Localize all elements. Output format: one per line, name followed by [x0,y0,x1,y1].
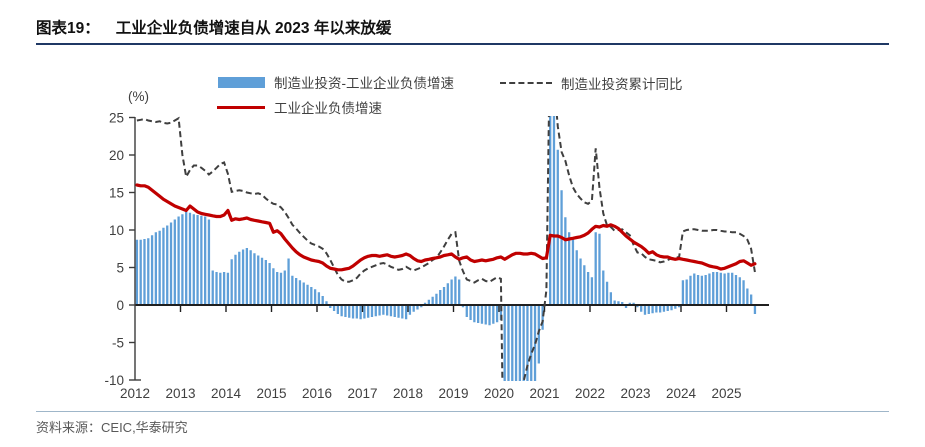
legend-bar-label: 制造业投资-工业企业负债增速 [274,76,454,91]
x-tick-label: 2023 [620,386,650,401]
x-tick-label: 2020 [484,386,514,401]
red-series-swatch [217,105,265,109]
footer-rule [36,411,889,412]
y-tick-label: 20 [109,148,124,163]
figure-title: 图表19： 工业企业负债增速自从 2023 年以来放缓 [36,16,391,38]
y-axis-unit-label: (%) [128,89,149,104]
y-tick-label: 25 [109,111,124,126]
y-tick-label: 5 [116,261,124,276]
title-rule [36,43,889,45]
dashed-line-series [136,116,756,381]
y-tick-label: 15 [109,186,124,201]
x-tick-label: 2016 [302,386,332,401]
source-value: CEIC,华泰研究 [101,420,188,435]
y-tick-label: -10 [104,373,124,388]
red-line-series [135,183,757,272]
dashed-series-swatch [500,82,552,84]
source-label: 资料来源： [36,420,102,435]
x-tick-label: 2017 [347,386,377,401]
legend-item-red-series: 工业企业负债增速 [217,97,382,117]
source-note: 资料来源：CEIC,华泰研究 [36,417,188,436]
x-axis: 2012 2013 2014 2015 2016 2017 2018 2019 2020 2021… [120,304,769,401]
x-tick-label: 2013 [165,386,195,401]
y-axis: 25 20 15 10 5 0 -5 -10 [104,111,141,388]
y-tick-label: 10 [109,223,124,238]
legend-dash-label: 制造业投资累计同比 [561,77,683,92]
x-tick-label: 2025 [711,386,741,401]
x-tick-label: 2015 [256,386,286,401]
x-tick-label: 2012 [120,386,150,401]
bar-series-swatch [218,76,265,88]
x-tick-label: 2019 [438,386,468,401]
figure-number-label: 图表19： [36,20,100,37]
x-tick-label: 2021 [529,386,559,401]
y-tick-label: 0 [116,298,124,313]
legend-item-dashed-series: 制造业投资累计同比 [500,73,683,93]
x-tick-label: 2018 [393,386,423,401]
legend-red-label: 工业企业负债增速 [274,101,382,116]
figure-title-text: 工业企业负债增速自从 2023 年以来放缓 [115,20,392,37]
x-tick-label: 2022 [575,386,605,401]
y-tick-label: -5 [112,336,124,351]
x-tick-label: 2024 [666,386,697,401]
x-tick-label: 2014 [211,386,242,401]
legend-item-bar-series: 制造业投资-工业企业负债增速 [218,72,454,92]
